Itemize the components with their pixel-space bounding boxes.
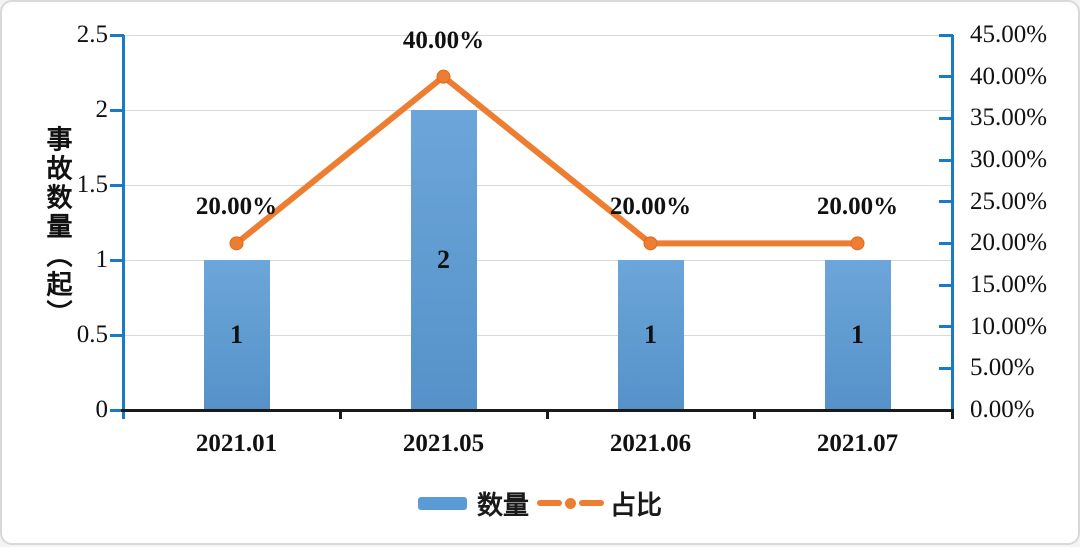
bar [410,110,477,410]
left-axis-tick [110,333,124,337]
gridline [124,34,952,36]
right-axis-tick-label: 20.00% [970,229,1048,257]
left-axis-tick-label: 0.5 [76,321,108,348]
x-axis-category-label: 2021.05 [402,430,485,457]
right-axis-tick-label: 5.00% [970,354,1035,382]
right-axis-tick-label: 25.00% [970,187,1048,215]
legend-line-dash-icon [579,500,604,506]
bar-value-label: 1 [230,320,243,349]
left-axis-line [121,35,125,419]
left-axis-tick-label: 0 [95,396,109,423]
gridline [124,184,952,186]
point-percent-label: 20.00% [609,193,692,221]
line-point-marker [850,236,865,251]
left-axis-tick-label: 2 [95,96,109,123]
left-axis-tick [110,408,124,412]
right-axis-tick-label: 30.00% [970,146,1048,173]
right-axis-tick-label: 40.00% [970,62,1048,90]
x-axis-category-label: 2021.06 [609,430,692,457]
left-axis-title: 事故数量（起） [43,125,73,329]
right-axis-tick-label: 10.00% [970,312,1048,340]
right-axis-tick-label: 45.00% [970,21,1048,48]
x-axis-end-tick [950,410,954,419]
point-percent-label: 20.00% [816,193,899,221]
legend-line-label: 占比 [610,489,663,520]
x-axis-tick [338,410,342,419]
point-percent-label: 40.00% [402,26,485,54]
left-axis-tick [110,183,124,187]
left-axis-tick-label: 1.5 [76,171,108,198]
legend-line-swatch [537,497,604,509]
line-point-marker [436,69,451,84]
line-point-marker [643,236,658,251]
left-axis-tick-label: 2.5 [76,21,108,48]
right-axis-tick-label: 35.00% [970,104,1048,132]
right-axis-tick [939,283,953,287]
x-axis-tick [752,410,756,419]
x-axis-category-label: 2021.01 [195,430,278,457]
legend: 数量 占比 [2,488,1078,520]
right-axis-tick-label: 15.00% [970,271,1048,298]
gridline [124,109,952,111]
gridline [124,259,952,261]
bar [824,260,891,410]
line-point-marker [229,236,244,251]
legend-bar-swatch [417,496,467,510]
left-axis-tick [110,258,124,262]
right-axis-tick [939,366,953,370]
gridline [124,334,952,336]
right-axis-tick [939,116,953,120]
right-axis-tick [939,241,953,245]
left-axis-tick-label: 1 [95,246,109,273]
right-axis-tick [939,200,953,204]
bar-value-label: 1 [851,320,864,349]
right-axis-tick [939,158,953,162]
point-percent-label: 20.00% [195,193,278,221]
right-axis-tick [939,33,953,37]
bar [203,260,270,410]
right-axis-tick [939,325,953,329]
right-axis-tick-label: 0.00% [970,396,1035,423]
left-axis-tick [110,108,124,112]
x-axis-line [121,408,954,412]
legend-line-dash-icon [537,500,562,506]
x-axis-tick [545,410,549,419]
legend-line-dot-icon [565,497,576,509]
legend-bar-label: 数量 [476,489,529,520]
bar-value-label: 1 [644,320,657,349]
bar [617,260,684,410]
bar-value-label: 2 [437,245,450,274]
left-axis-tick [110,33,124,37]
x-axis-category-label: 2021.07 [816,430,899,457]
right-axis-line [950,35,954,410]
right-axis-tick [939,75,953,79]
